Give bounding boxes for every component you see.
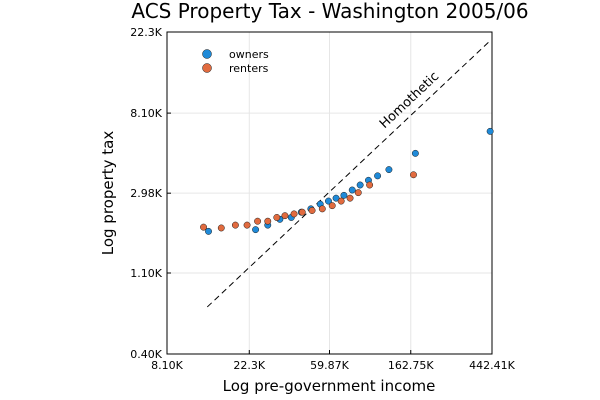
renters-point	[328, 202, 336, 210]
owners-point	[332, 194, 340, 202]
x-tick-label: 59.87K	[310, 359, 349, 372]
legend-marker-owners	[202, 49, 212, 59]
x-tick-label: 8.10K	[151, 359, 183, 372]
renters-point	[273, 214, 281, 221]
owners-point	[325, 197, 332, 205]
x-axis-label: Log pre-government income	[223, 377, 436, 395]
chart-title: ACS Property Tax - Washington 2005/06	[131, 0, 528, 23]
renters-point	[298, 208, 306, 216]
x-tick-label: 22.3K	[233, 359, 265, 372]
renters-point	[264, 217, 272, 225]
owners-point	[356, 181, 364, 189]
renters-point	[217, 224, 225, 232]
y-axis-label: Log property tax	[99, 131, 117, 256]
grid	[166, 31, 493, 355]
renters-point	[366, 181, 374, 189]
homothetic-label: Homothetic	[377, 69, 442, 132]
renters-point	[354, 189, 362, 197]
y-tick-label: 8.10K	[130, 107, 162, 120]
renters-point	[243, 221, 251, 229]
y-tick-label: 0.40K	[130, 348, 162, 361]
renters-point	[318, 205, 326, 213]
legend-label-owners: owners	[229, 48, 269, 61]
homothetic-line	[206, 40, 491, 308]
owners-point	[385, 166, 393, 174]
owners-point	[340, 191, 348, 199]
owners-point	[411, 149, 419, 157]
x-tick-label: 162.75K	[388, 359, 434, 372]
legend-marker-renters	[202, 63, 212, 73]
owners-point	[374, 172, 382, 180]
renters-point	[337, 197, 345, 205]
data-points	[200, 127, 494, 235]
renters-point	[200, 223, 207, 231]
x-axis-ticks: 8.10K 22.3K 59.87K 162.75K 442.41K	[151, 350, 516, 372]
y-tick-label: 2.98K	[130, 187, 162, 200]
owners-point	[252, 226, 260, 234]
renters-point	[346, 194, 354, 202]
owners-point	[205, 227, 212, 235]
renters-point	[231, 221, 239, 229]
renters-point	[410, 171, 417, 179]
owners-point	[486, 127, 494, 135]
y-tick-label: 1.10K	[130, 267, 162, 280]
y-tick-label: 22.3K	[130, 26, 162, 39]
renters-point	[281, 212, 289, 220]
renters-point	[290, 210, 298, 218]
renters-point	[254, 217, 262, 225]
renters-point	[308, 207, 316, 214]
y-axis-ticks: 0.40K 1.10K 2.98K 8.10K 22.3K	[130, 26, 171, 361]
owners-point	[348, 186, 356, 194]
x-tick-label: 442.41K	[469, 359, 515, 372]
legend-label-renters: renters	[229, 62, 269, 75]
